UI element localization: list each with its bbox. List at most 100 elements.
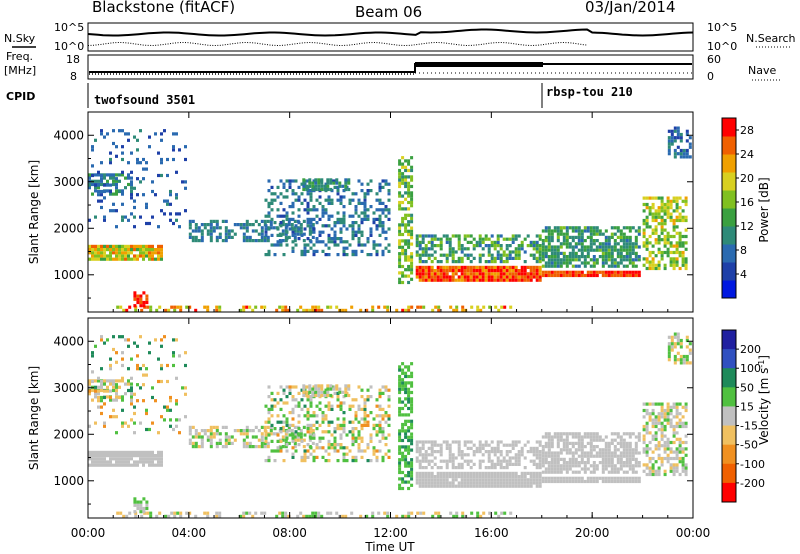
- velocity-cell: [613, 476, 617, 480]
- power-cell: [657, 196, 661, 200]
- velocity-cell: [461, 514, 465, 518]
- power-cell: [487, 275, 491, 279]
- power-cell: [628, 251, 632, 255]
- power-cell: [484, 260, 488, 264]
- velocity-cell: [637, 435, 641, 439]
- power-cell: [97, 248, 100, 252]
- velocity-cell: [517, 453, 521, 457]
- velocity-cell: [642, 437, 646, 441]
- power-cell: [309, 195, 313, 199]
- velocity-cell: [475, 484, 479, 488]
- velocity-cell: [360, 407, 364, 411]
- velocity-cell: [348, 404, 352, 408]
- velocity-cell: [490, 471, 494, 475]
- power-cell: [490, 240, 494, 244]
- power-cell: [287, 219, 291, 223]
- velocity-cell: [309, 398, 313, 402]
- power-cell: [245, 226, 249, 230]
- velocity-cell: [209, 432, 213, 436]
- power-cell: [314, 181, 318, 185]
- velocity-cell: [410, 374, 414, 379]
- velocity-cell: [657, 418, 661, 422]
- power-cell: [583, 255, 587, 259]
- velocity-cell: [666, 418, 670, 422]
- velocity-cell: [315, 446, 319, 450]
- velocity-cell: [556, 479, 560, 484]
- velocity-cell: [288, 388, 292, 392]
- power-cell: [339, 237, 343, 241]
- velocity-cell: [311, 393, 315, 398]
- velocity-cell: [595, 438, 599, 442]
- power-cell: [160, 209, 163, 213]
- power-cell: [427, 253, 431, 257]
- power-cell: [173, 305, 177, 309]
- velocity-cell: [478, 475, 482, 479]
- power-cell: [148, 221, 151, 226]
- velocity-cell: [457, 462, 461, 466]
- velocity-cell: [127, 388, 130, 393]
- velocity-cell: [666, 444, 670, 448]
- power-cell: [670, 139, 674, 143]
- velocity-cell: [672, 450, 676, 454]
- power-cell: [404, 216, 408, 221]
- power-cell: [660, 202, 664, 207]
- velocity-cell: [550, 461, 554, 465]
- power-cell: [312, 243, 316, 247]
- velocity-cell: [270, 398, 274, 402]
- power-cell: [604, 255, 608, 259]
- velocity-cell: [553, 435, 557, 439]
- velocity-cell: [342, 420, 346, 424]
- power-cell: [336, 237, 340, 241]
- velocity-cell: [309, 436, 313, 440]
- velocity-cell: [115, 454, 118, 458]
- power-cell: [410, 305, 414, 309]
- velocity-cell: [461, 511, 465, 515]
- power-cell: [604, 251, 608, 255]
- power-cell: [333, 221, 337, 225]
- power-cell: [421, 234, 425, 238]
- power-cell: [472, 244, 476, 248]
- power-cell: [299, 305, 303, 309]
- power-cell: [487, 253, 491, 257]
- velocity-cell: [308, 438, 312, 442]
- velocity-cell: [657, 456, 661, 461]
- power-cell: [601, 261, 605, 265]
- velocity-cell: [410, 477, 414, 481]
- power-cell: [327, 198, 331, 202]
- power-cell: [651, 215, 655, 219]
- velocity-cell: [613, 445, 617, 449]
- power-cell: [115, 179, 118, 183]
- velocity-cell: [663, 428, 667, 432]
- power-cell: [263, 235, 267, 239]
- velocity-cell: [529, 481, 533, 485]
- velocity-cell: [288, 433, 292, 437]
- power-cell: [163, 129, 166, 133]
- power-cell: [430, 275, 434, 279]
- velocity-cell: [112, 398, 115, 402]
- frequency-panel: Freq. [MHz] 18 8 60 0 Nave: [4, 50, 782, 83]
- power-cell: [115, 209, 118, 213]
- power-cell: [589, 226, 593, 230]
- velocity-cell: [472, 443, 476, 447]
- velocity-cell: [499, 450, 503, 454]
- power-cell: [272, 226, 276, 230]
- velocity-cell: [160, 367, 163, 371]
- power-cell: [115, 225, 118, 229]
- velocity-cell: [511, 481, 515, 485]
- power-cell: [94, 189, 97, 193]
- power-cell: [415, 269, 419, 273]
- power-cell: [279, 179, 283, 183]
- power-cell: [294, 198, 298, 202]
- power-cell: [559, 258, 563, 262]
- power-cell: [142, 244, 145, 248]
- power-cell: [121, 189, 124, 193]
- power-cell: [529, 269, 533, 273]
- power-cell: [357, 224, 361, 228]
- velocity-cell: [264, 439, 268, 443]
- velocity-cell: [127, 379, 130, 383]
- velocity-cell: [401, 480, 405, 484]
- power-cell: [487, 278, 491, 282]
- power-cell: [285, 214, 289, 218]
- power-cell: [445, 265, 449, 269]
